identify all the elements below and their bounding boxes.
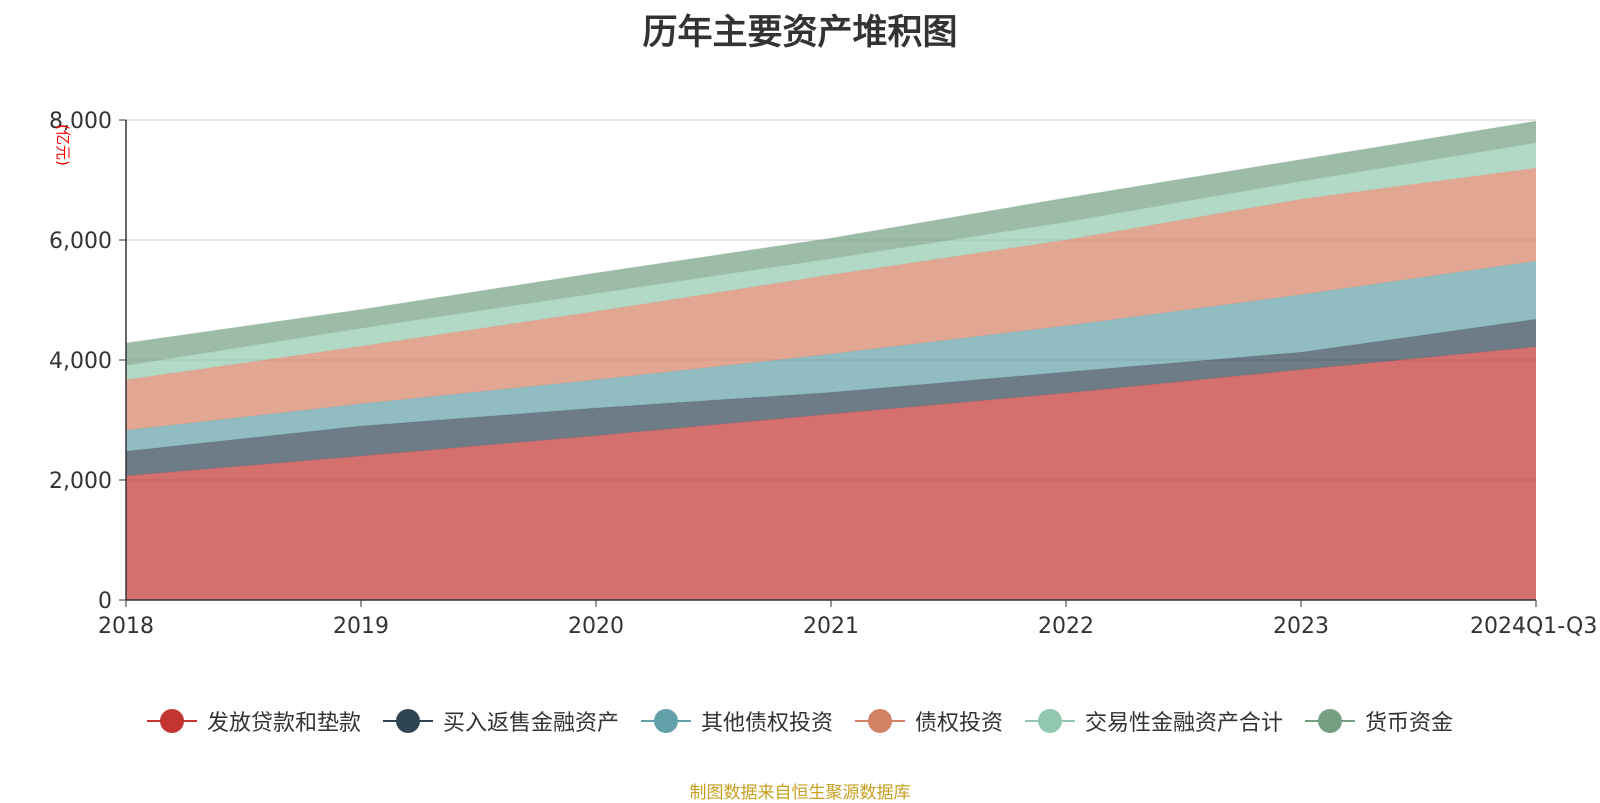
- legend-label: 发放贷款和垫款: [206, 711, 361, 736]
- y-tick-label: 2,000: [49, 469, 112, 494]
- x-tick-label: 2018: [98, 614, 154, 639]
- stacked-areas: [125, 120, 1537, 600]
- area-series: [126, 319, 1536, 476]
- legend-marker-icon: [1025, 709, 1076, 733]
- axes: 0 2,000 4,000 6,000 8,000 2018 2019 2020 2021 202…: [49, 109, 1597, 639]
- legend-item[interactable]: 其他债权投资: [640, 705, 833, 737]
- y-tick-label: 8,000: [49, 109, 112, 134]
- area-series: [126, 121, 1536, 366]
- legend-label: 交易性金融资产合计: [1085, 711, 1284, 736]
- legend-marker-icon: [855, 709, 905, 733]
- y-tick-label: 0: [98, 589, 112, 614]
- legend-label: 债权投资: [915, 711, 1004, 736]
- source-note: 制图数据来自恒生聚源数据库: [689, 783, 911, 803]
- area-series: [126, 142, 1536, 380]
- x-tick-label: 2021: [803, 614, 859, 639]
- legend-label: 买入返售金融资产: [442, 711, 619, 736]
- y-tick-label: 4,000: [49, 349, 112, 374]
- legend-marker-icon: [1305, 709, 1356, 733]
- area-series: [126, 261, 1536, 452]
- x-tick-label: 2020: [568, 614, 624, 639]
- area-series: [126, 346, 1536, 600]
- legend-marker-icon: [146, 709, 197, 733]
- legend-item[interactable]: 发放贷款和垫款: [146, 705, 361, 737]
- x-tick-label: 2022: [1038, 614, 1094, 639]
- y-tick-label: 6,000: [49, 229, 112, 254]
- legend-label: 货币资金: [1365, 711, 1454, 736]
- legend-marker-icon: [382, 709, 433, 733]
- legend-item[interactable]: 买入返售金融资产: [382, 705, 619, 737]
- area-series-edge: [125, 120, 1537, 344]
- legend-label: 其他债权投资: [700, 711, 833, 736]
- y-axis-label: (亿元): [54, 124, 72, 166]
- chart-title: 历年主要资产堆积图: [642, 13, 958, 53]
- x-tick-label: 2019: [333, 614, 389, 639]
- legend-marker-icon: [640, 709, 691, 733]
- legend-item[interactable]: 交易性金融资产合计: [1025, 705, 1283, 737]
- legend-item[interactable]: 债权投资: [855, 705, 1003, 737]
- area-series: [126, 168, 1536, 431]
- x-tick-label: 2023: [1273, 614, 1329, 639]
- legend-item[interactable]: 货币资金: [1305, 705, 1453, 737]
- legend: 发放贷款和垫款 买入返售金融资产 其他债权投资 债权投资 交易性金融资产合计 货币资金: [0, 704, 1600, 738]
- x-tick-label: 2024Q1-Q3: [1470, 614, 1597, 639]
